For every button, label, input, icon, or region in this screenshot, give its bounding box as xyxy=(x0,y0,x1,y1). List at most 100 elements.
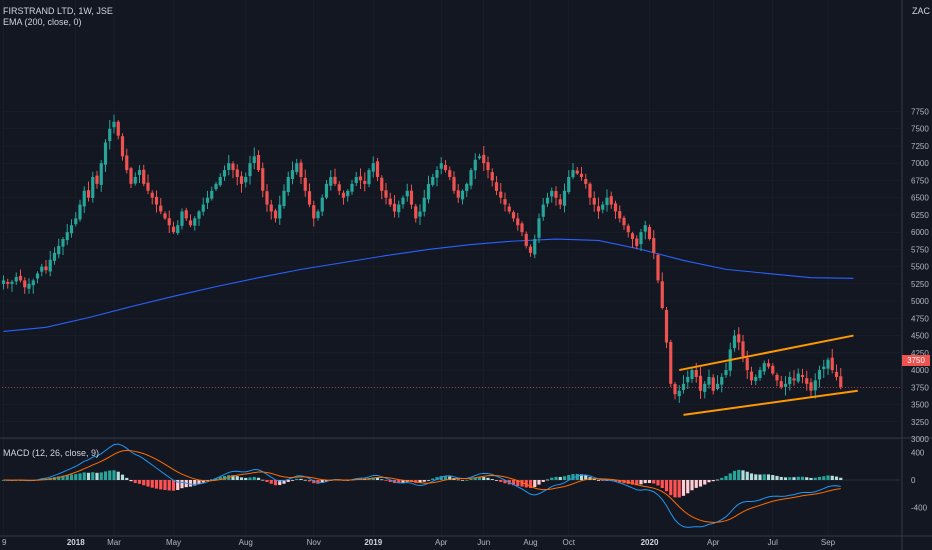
candle xyxy=(265,184,269,212)
candle xyxy=(256,150,261,173)
macd-histogram-bar xyxy=(137,480,142,484)
candle xyxy=(99,160,103,192)
candle-body xyxy=(771,365,775,374)
macd-histogram-bar xyxy=(694,480,698,488)
macd-histogram-bar xyxy=(176,480,180,490)
candle-body xyxy=(176,225,180,234)
candle xyxy=(52,247,57,265)
candle-body xyxy=(639,232,643,245)
candle xyxy=(210,186,214,201)
macd-histogram-bar xyxy=(282,480,286,484)
candle-body xyxy=(613,203,618,212)
macd-histogram-bar xyxy=(558,476,562,480)
candle-body xyxy=(745,358,749,371)
macd-histogram-bar xyxy=(749,473,754,480)
macd-histogram-bar xyxy=(499,480,503,482)
macd-histogram-bar xyxy=(388,480,392,482)
candle xyxy=(61,237,65,255)
candle-body xyxy=(766,363,771,367)
candle xyxy=(78,199,82,222)
time-tick-label: Sep xyxy=(821,538,836,547)
candle-body xyxy=(367,170,371,185)
macd-histogram-bar xyxy=(737,469,741,480)
candle xyxy=(435,166,439,187)
macd-histogram-bar xyxy=(673,480,677,498)
macd-histogram-bar xyxy=(401,480,405,483)
candle xyxy=(290,161,295,185)
macd-histogram-bar xyxy=(180,480,184,489)
candle-body xyxy=(686,376,690,383)
price-tick-label: 7500 xyxy=(911,125,929,134)
candle-body xyxy=(312,205,316,219)
candle-body xyxy=(783,383,788,387)
candle xyxy=(596,197,601,219)
candle-body xyxy=(218,177,222,186)
candle xyxy=(715,375,720,391)
macd-histogram-bar xyxy=(520,480,524,487)
candle-body xyxy=(690,370,694,379)
candle xyxy=(44,259,48,274)
candle xyxy=(758,366,762,381)
candle-body xyxy=(82,190,86,207)
candle-body xyxy=(193,218,197,226)
candle xyxy=(647,224,652,241)
candle-body xyxy=(579,173,584,177)
candle-body xyxy=(108,128,112,142)
candle xyxy=(354,171,358,187)
candle xyxy=(707,369,711,389)
macd-histogram-bar xyxy=(244,477,248,480)
candle xyxy=(103,139,108,172)
macd-histogram-bar xyxy=(95,472,99,480)
macd-legend: MACD (12, 26, close, 9) xyxy=(3,448,100,458)
macd-histogram-bar xyxy=(809,477,813,480)
candle-body xyxy=(431,177,435,185)
candle-body xyxy=(397,204,401,213)
candle-body xyxy=(163,213,167,219)
candle-body xyxy=(392,203,397,212)
macd-histogram-bar xyxy=(460,479,465,481)
macd-histogram-bar xyxy=(758,474,762,480)
candle xyxy=(516,212,520,231)
macd-histogram-bar xyxy=(533,480,537,487)
candle xyxy=(511,210,516,222)
macd-histogram-bar xyxy=(431,478,435,480)
candle-body xyxy=(337,184,341,191)
macd-histogram-bar xyxy=(681,480,686,496)
macd-histogram-bar xyxy=(146,480,150,487)
candle-body xyxy=(350,183,354,192)
candle xyxy=(82,186,86,213)
candle xyxy=(371,156,375,178)
price-tick-label: 6750 xyxy=(911,176,929,185)
candle-body xyxy=(69,225,74,234)
price-tick-label: 4000 xyxy=(911,366,929,375)
candle-body xyxy=(822,366,826,370)
candle xyxy=(57,238,61,259)
candle-body xyxy=(609,196,613,205)
candle-body xyxy=(775,374,779,381)
candle xyxy=(622,215,626,231)
macd-histogram-bar xyxy=(375,477,380,480)
price-tick-label: 7250 xyxy=(911,142,929,151)
ema-layer xyxy=(3,238,854,332)
candle-body xyxy=(40,266,44,272)
candle xyxy=(171,221,176,234)
macd-histogram-bar xyxy=(482,477,486,480)
candle-body xyxy=(248,163,252,177)
candle xyxy=(295,158,299,175)
candle xyxy=(248,155,252,185)
candle-body xyxy=(307,191,312,205)
candle-body xyxy=(520,223,524,233)
price-tick-label: 5000 xyxy=(911,297,929,306)
candle-body xyxy=(137,170,142,175)
candle-body xyxy=(507,206,511,212)
candle xyxy=(749,366,754,386)
candle-body xyxy=(214,183,218,190)
candle xyxy=(766,359,771,369)
candle-body xyxy=(524,233,528,246)
macd-histogram-bar xyxy=(715,479,720,481)
candle-body xyxy=(817,370,822,380)
candle-body xyxy=(74,218,78,225)
candle-body xyxy=(14,276,18,282)
candle-body xyxy=(133,177,137,184)
